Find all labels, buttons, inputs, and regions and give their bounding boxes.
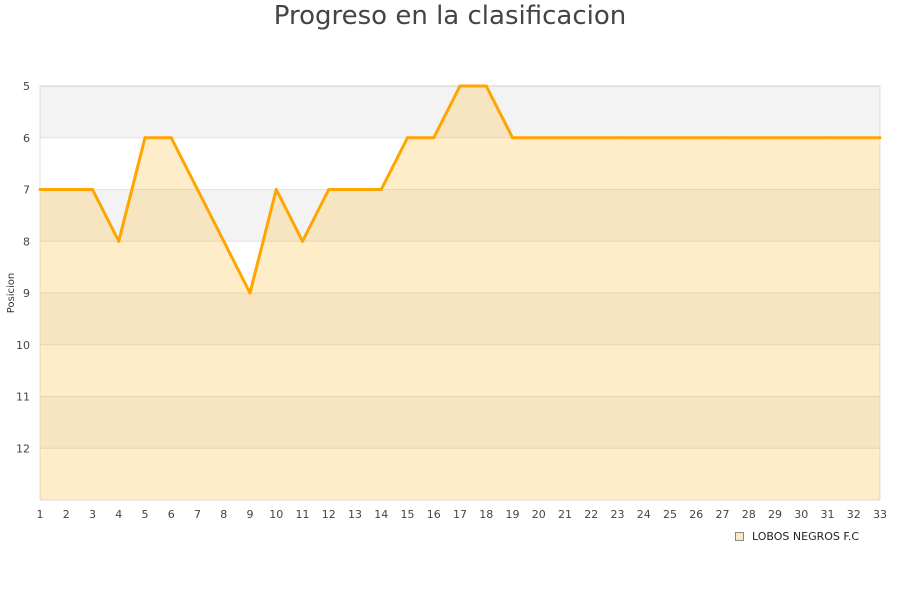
data-point [196,188,199,191]
data-point [694,136,698,140]
series-area [40,86,880,500]
x-tick-label: 4 [115,508,122,521]
y-tick-label: 5 [23,80,30,93]
grid-band [40,189,880,242]
data-point [274,188,278,191]
data-point [38,188,42,191]
data-point [117,239,121,243]
y-tick-label: 10 [16,339,30,352]
data-point [406,136,409,140]
x-tick-label: 26 [689,508,703,521]
y-axis-label: Posicion [6,273,17,314]
x-tick-label: 28 [742,508,756,521]
x-tick-label: 22 [584,508,598,521]
data-point [826,136,829,140]
data-point [484,84,488,88]
data-point [301,239,304,243]
x-tick-label: 32 [847,508,861,521]
data-point [379,188,383,191]
data-point [432,136,436,140]
data-point [248,291,252,295]
x-tick-label: 3 [89,508,96,521]
x-tick-label: 27 [716,508,730,521]
data-point [353,188,357,191]
x-tick-label: 15 [401,508,415,521]
x-tick-label: 29 [768,508,782,521]
data-point [537,136,541,140]
x-tick-label: 31 [821,508,835,521]
y-tick-label: 9 [23,287,30,300]
data-point [589,136,593,140]
x-tick-label: 6 [168,508,175,521]
x-tick-label: 11 [296,508,310,521]
data-point [327,188,331,191]
data-point [799,136,803,140]
x-tick-label: 9 [247,508,254,521]
legend-swatch [735,532,744,541]
grid-band [40,396,880,449]
x-tick-label: 10 [269,508,283,521]
x-tick-label: 12 [322,508,336,521]
legend-label: LOBOS NEGROS F.C [752,530,860,543]
grid-band [40,86,880,138]
y-tick-label: 12 [16,442,30,455]
data-point [668,136,672,140]
data-point [563,136,567,140]
legend[interactable]: LOBOS NEGROS F.C [735,530,859,543]
y-tick-label: 6 [23,132,30,145]
y-tick-label: 8 [23,235,30,248]
x-tick-label: 18 [479,508,493,521]
x-tick-label: 8 [220,508,227,521]
data-point [91,188,94,191]
x-tick-label: 20 [532,508,546,521]
data-point [747,136,751,140]
x-tick-label: 33 [873,508,887,521]
x-tick-label: 30 [794,508,808,521]
data-point [169,136,173,140]
x-tick-label: 5 [142,508,149,521]
data-point [773,136,777,140]
data-point [511,136,514,140]
x-tick-label: 19 [506,508,520,521]
x-tick-label: 1 [37,508,44,521]
x-tick-label: 23 [611,508,625,521]
data-point [143,136,147,140]
x-tick-label: 16 [427,508,441,521]
data-point [458,84,462,88]
x-tick-label: 17 [453,508,467,521]
data-point [64,188,68,191]
data-point [852,136,856,140]
data-point [878,136,882,140]
x-tick-label: 2 [63,508,70,521]
x-tick-label: 14 [374,508,388,521]
data-point [642,136,646,140]
x-tick-label: 13 [348,508,362,521]
data-point [222,239,226,243]
x-tick-label: 24 [637,508,651,521]
y-tick-label: 7 [23,184,30,197]
x-tick-label: 21 [558,508,572,521]
data-point [721,136,724,140]
chart-title: Progreso en la clasificacion [273,1,627,31]
y-tick-label: 11 [16,391,30,404]
grid-band [40,293,880,345]
data-point [616,136,619,140]
x-tick-label: 25 [663,508,677,521]
x-tick-label: 7 [194,508,201,521]
